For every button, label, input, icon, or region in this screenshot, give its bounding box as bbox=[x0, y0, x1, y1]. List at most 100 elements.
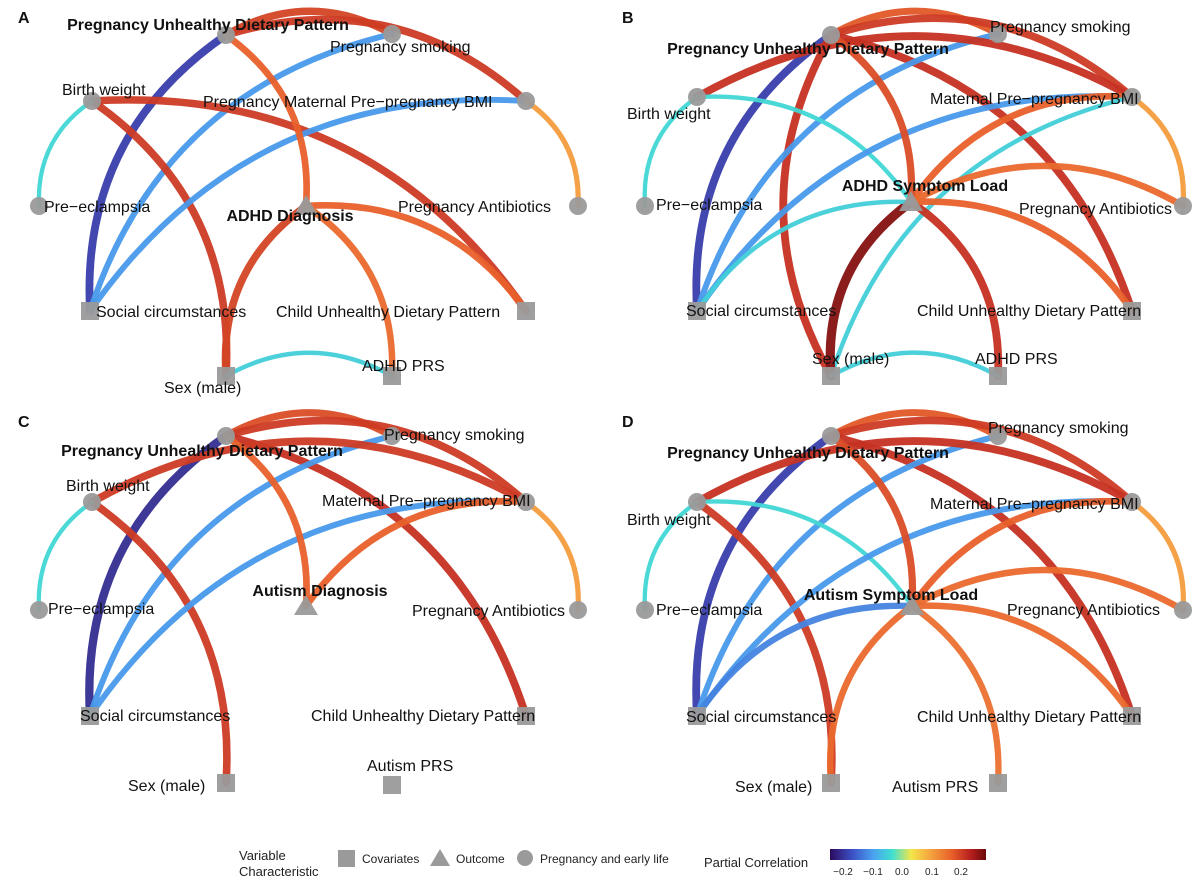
edge-outcome-social bbox=[693, 602, 916, 720]
label-outcome: ADHD Diagnosis bbox=[226, 208, 353, 225]
node-social bbox=[688, 302, 706, 320]
node-birth bbox=[83, 493, 101, 511]
legend-variable-title: Variable bbox=[239, 848, 286, 863]
edge-bmi-antibiotics bbox=[1129, 499, 1186, 613]
node-sex bbox=[217, 774, 235, 792]
label-cudp: Child Unhealthy Dietary Pattern bbox=[917, 303, 1141, 320]
label-antibiotics: Pregnancy Antibiotics bbox=[398, 199, 551, 216]
edge-bmi-antibiotics bbox=[523, 499, 581, 613]
edge-pudp-social bbox=[85, 31, 230, 315]
panel-letter: D bbox=[622, 414, 634, 431]
node-bmi bbox=[1123, 88, 1141, 106]
edge-outcome-prs bbox=[908, 602, 1002, 787]
label-social: Social circumstances bbox=[96, 304, 246, 321]
edges bbox=[36, 409, 581, 787]
legend-square-icon bbox=[338, 850, 355, 867]
legend-correlation-title: Partial Correlation bbox=[704, 855, 808, 870]
node-sex bbox=[822, 367, 840, 385]
label-smoking: Pregnancy smoking bbox=[384, 427, 525, 444]
label-social: Social circumstances bbox=[686, 709, 836, 726]
node-bmi bbox=[517, 92, 535, 110]
edge-outcome-sex bbox=[221, 202, 310, 380]
edge-pudp-social bbox=[85, 431, 231, 721]
edge-outcome-pudp bbox=[222, 31, 310, 210]
edge-bmi-antibiotics bbox=[1129, 94, 1187, 209]
edge-pudp-sex bbox=[779, 31, 835, 380]
edge-outcome-sex bbox=[825, 197, 916, 381]
panel-letter: A bbox=[18, 10, 30, 27]
colorbar bbox=[830, 849, 986, 860]
edge-outcome-antibiotics bbox=[907, 162, 1187, 210]
label-bmi: Maternal Pre−pregnancy BMI bbox=[930, 91, 1139, 108]
node-antibiotics bbox=[1174, 197, 1192, 215]
node-sex bbox=[822, 774, 840, 792]
node-cudp bbox=[1123, 302, 1141, 320]
label-social: Social circumstances bbox=[80, 708, 230, 725]
legend-outcome: Outcome bbox=[456, 852, 505, 866]
edge-outcome-pudp bbox=[222, 432, 310, 610]
label-sex: Sex (male) bbox=[128, 778, 205, 795]
colorbar-tick-label: 0.2 bbox=[954, 867, 968, 878]
node-birth bbox=[688, 88, 706, 106]
label-birth: Birth weight bbox=[627, 106, 711, 123]
node-outcome bbox=[900, 595, 924, 615]
legend-triangle-icon bbox=[430, 849, 450, 866]
node-preeclampsia bbox=[636, 197, 654, 215]
edge-outcome-pudp bbox=[827, 432, 917, 610]
edge-pudp-cudp bbox=[222, 432, 530, 720]
edge-preeclampsia-birth bbox=[36, 499, 95, 613]
label-birth: Birth weight bbox=[62, 82, 146, 99]
edge-preeclampsia-birth bbox=[642, 499, 700, 613]
label-prs: ADHD PRS bbox=[975, 351, 1058, 368]
edge-outcome-cudp bbox=[908, 602, 1136, 720]
label-preeclampsia: Pre−eclampsia bbox=[48, 601, 154, 618]
edge-preeclampsia-birth bbox=[642, 94, 700, 209]
nodes bbox=[30, 427, 587, 794]
node-preeclampsia bbox=[30, 197, 48, 215]
node-prs bbox=[383, 776, 401, 794]
node-preeclampsia bbox=[636, 601, 654, 619]
panel-letter: B bbox=[622, 10, 634, 27]
node-antibiotics bbox=[569, 601, 587, 619]
edge-outcome-cudp bbox=[907, 198, 1136, 315]
node-smoking bbox=[989, 25, 1007, 43]
node-smoking bbox=[989, 427, 1007, 445]
label-bmi: Pregnancy Maternal Pre−pregnancy BMI bbox=[203, 94, 492, 111]
labels: Pregnancy Unhealthy Dietary Pattern Pregn… bbox=[627, 420, 1160, 796]
legend-pregnancy: Pregnancy and early life bbox=[540, 852, 669, 866]
edge-birth-bmi bbox=[88, 437, 530, 506]
label-outcome: ADHD Symptom Load bbox=[842, 178, 1008, 195]
node-bmi bbox=[1123, 493, 1141, 511]
edge-birth-cudp bbox=[88, 96, 530, 315]
edge-bmi-social bbox=[87, 96, 529, 314]
node-outcome bbox=[899, 191, 923, 211]
edge-outcome-prs bbox=[907, 198, 1003, 380]
edge-outcome-cudp bbox=[302, 202, 530, 315]
node-prs bbox=[989, 367, 1007, 385]
panel-letter: C bbox=[18, 414, 30, 431]
label-antibiotics: Pregnancy Antibiotics bbox=[412, 603, 565, 620]
edge-birth-outcome bbox=[694, 499, 915, 609]
edge-smoking-social bbox=[694, 433, 1001, 719]
edge-pudp-social bbox=[692, 432, 835, 720]
legend-circle-icon bbox=[517, 850, 533, 866]
label-prs: Autism PRS bbox=[892, 779, 978, 796]
label-prs: Autism PRS bbox=[367, 758, 453, 775]
label-pudp: Pregnancy Unhealthy Dietary Pattern bbox=[667, 445, 949, 462]
edge-birth-bmi bbox=[693, 437, 1136, 506]
edge-birth-sex bbox=[88, 97, 231, 380]
edge-pudp-bmi bbox=[827, 416, 1136, 506]
label-cudp: Child Unhealthy Dietary Pattern bbox=[311, 708, 535, 725]
labels: Pregnancy Unhealthy Dietary Pattern Pregn… bbox=[44, 17, 551, 397]
edges bbox=[642, 7, 1187, 381]
edge-bmi-social bbox=[87, 498, 529, 719]
legend-characteristic-title: Characteristic bbox=[239, 864, 319, 879]
edge-bmi-social bbox=[694, 93, 1135, 314]
edge-smoking-social bbox=[694, 31, 1001, 314]
node-antibiotics bbox=[1174, 601, 1192, 619]
edges bbox=[36, 7, 581, 380]
colorbar-tick-label: 0.0 bbox=[895, 867, 909, 878]
edge-pudp-social bbox=[692, 31, 835, 315]
edges bbox=[642, 409, 1187, 787]
